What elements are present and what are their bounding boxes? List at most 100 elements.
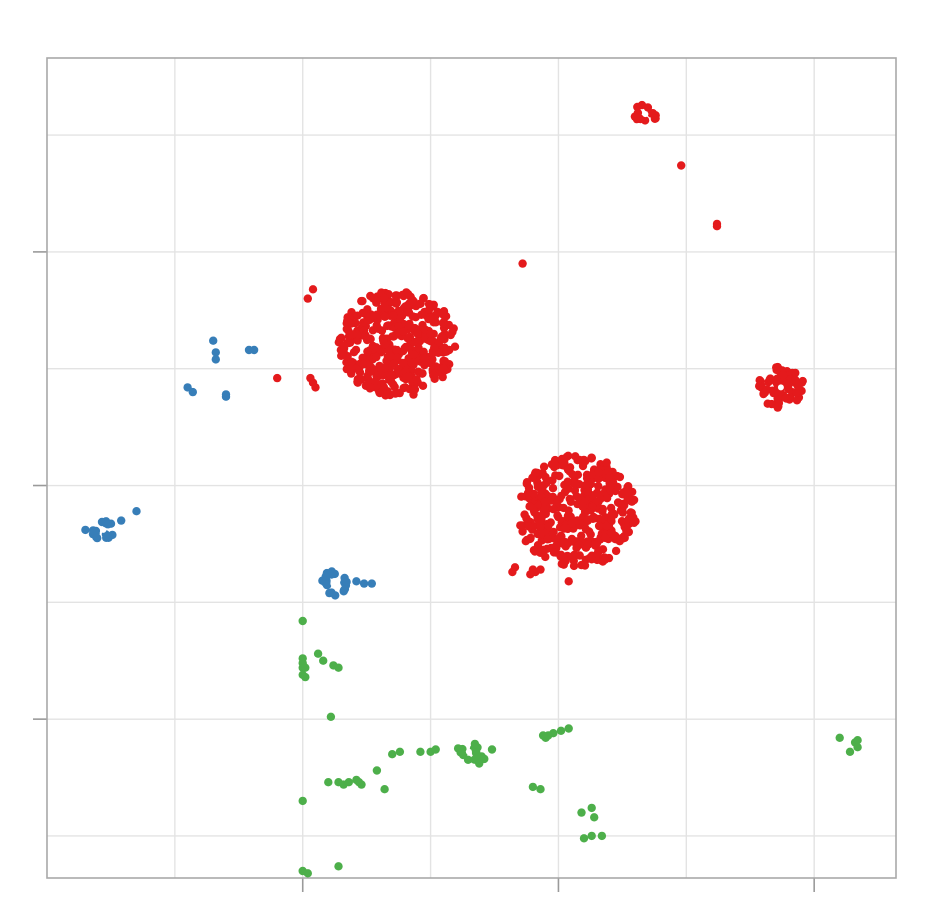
data-point — [416, 299, 425, 308]
data-point — [470, 739, 480, 749]
data-point — [347, 357, 356, 366]
data-point — [399, 327, 408, 336]
data-point — [448, 327, 457, 337]
data-point — [606, 481, 615, 490]
data-point — [598, 507, 607, 516]
data-point — [552, 541, 561, 551]
data-point — [583, 540, 593, 549]
data-point — [621, 488, 631, 498]
data-point — [548, 476, 557, 485]
data-point — [755, 381, 764, 391]
data-point — [405, 319, 414, 329]
data-point — [433, 308, 442, 317]
cluster-center-marker — [777, 384, 784, 391]
data-point — [372, 352, 381, 362]
data-point — [539, 462, 549, 471]
data-point — [712, 222, 722, 231]
data-point — [117, 516, 126, 525]
data-point — [361, 331, 370, 340]
data-point — [81, 525, 90, 535]
data-point — [593, 548, 603, 557]
data-point — [594, 521, 604, 531]
data-point — [348, 330, 357, 339]
data-point — [773, 403, 782, 412]
data-point — [578, 502, 587, 511]
data-point — [677, 161, 686, 170]
data-point — [103, 532, 112, 541]
data-point — [613, 498, 623, 507]
data-point — [581, 480, 591, 489]
data-point — [352, 577, 361, 586]
cluster-center-marker — [100, 526, 107, 533]
data-point — [794, 382, 803, 391]
cluster-center-marker — [394, 340, 401, 346]
data-point — [535, 517, 544, 527]
data-point — [579, 834, 589, 843]
data-point — [417, 310, 426, 319]
data-point — [211, 348, 220, 357]
data-point — [413, 329, 422, 338]
data-point — [311, 383, 320, 392]
data-point — [334, 862, 343, 871]
data-point — [557, 491, 566, 501]
cluster-center-marker — [330, 580, 337, 587]
data-point — [528, 473, 537, 482]
data-point — [410, 358, 419, 367]
data-point — [570, 479, 579, 489]
data-point — [590, 813, 599, 822]
data-point — [581, 525, 591, 534]
data-point — [416, 747, 425, 756]
data-point — [391, 291, 400, 300]
data-point — [388, 750, 397, 759]
data-point — [607, 509, 617, 519]
data-point — [597, 515, 606, 524]
data-point — [395, 747, 405, 756]
data-point — [540, 497, 550, 506]
data-point — [611, 546, 621, 556]
data-point — [520, 510, 529, 519]
data-point — [450, 342, 460, 351]
data-point — [544, 731, 553, 740]
data-point — [791, 368, 800, 378]
data-point — [389, 359, 399, 368]
data-point — [308, 285, 318, 294]
data-point — [630, 112, 640, 121]
data-point — [426, 336, 436, 345]
data-point — [600, 555, 609, 564]
data-point — [760, 388, 769, 397]
data-point — [426, 329, 435, 338]
data-point — [566, 497, 576, 506]
data-point — [380, 785, 389, 794]
data-point — [615, 537, 624, 546]
data-point — [380, 293, 389, 303]
data-point — [562, 452, 571, 461]
data-point — [628, 487, 637, 497]
data-point — [319, 656, 328, 665]
data-point — [581, 456, 590, 466]
data-point — [313, 649, 323, 658]
data-point — [536, 785, 545, 794]
data-point — [357, 375, 366, 384]
data-point — [570, 550, 579, 560]
data-point — [542, 544, 552, 553]
data-point — [409, 350, 418, 359]
data-point — [459, 750, 468, 760]
data-point — [408, 312, 417, 321]
data-point — [785, 395, 794, 404]
data-point — [372, 766, 382, 775]
data-point — [587, 803, 596, 813]
axis-ticks — [33, 251, 815, 892]
data-point — [221, 392, 231, 401]
cluster-center-marker — [573, 508, 580, 515]
data-point — [594, 474, 603, 483]
data-point — [563, 539, 573, 548]
data-point — [344, 778, 353, 787]
data-point — [529, 489, 538, 499]
data-point — [359, 360, 368, 369]
data-point — [442, 347, 451, 356]
data-point — [525, 502, 534, 511]
data-point — [425, 305, 434, 314]
data-point — [604, 466, 613, 476]
data-point — [582, 470, 592, 479]
